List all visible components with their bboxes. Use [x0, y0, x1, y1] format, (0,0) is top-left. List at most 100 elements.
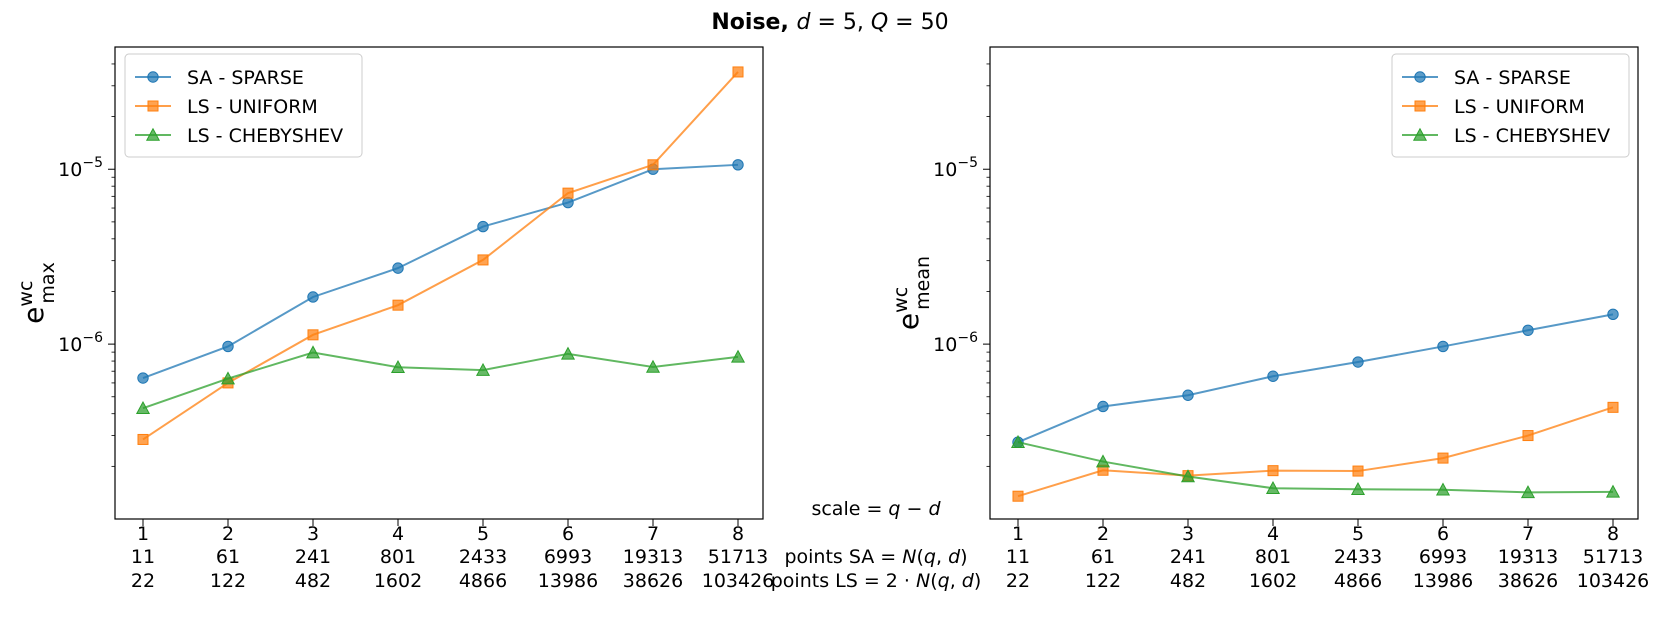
series-line — [142, 163, 739, 379]
data-point — [1010, 434, 1026, 448]
x-tick-label-points-sa: 801 — [380, 546, 416, 568]
series-sa-sparse — [137, 159, 744, 384]
data-point — [1437, 452, 1449, 464]
x-tick-label-points-ls: 4866 — [459, 570, 507, 592]
legend-box — [124, 53, 363, 158]
x-tick-label-scale: 3 — [1182, 523, 1194, 545]
x-tick-label-points-ls: 1602 — [374, 570, 422, 592]
data-point — [222, 340, 234, 353]
x-tick-label-points-sa: 61 — [1091, 546, 1115, 568]
x-tick-label-scale: 1 — [137, 523, 149, 545]
x-tick-label-points-ls: 22 — [131, 570, 155, 592]
x-tick-label-points-sa: 6993 — [544, 546, 592, 568]
data-point — [647, 159, 659, 171]
data-point — [392, 299, 404, 311]
series-line — [142, 351, 739, 410]
data-point — [1352, 356, 1364, 368]
x-tick-label-points-ls: 1602 — [1249, 570, 1297, 592]
x-tick-label-points-ls: 38626 — [1498, 570, 1558, 592]
x-tick-label-points-sa: 61 — [216, 546, 240, 568]
x-tick-label-points-ls: 482 — [1170, 570, 1206, 592]
subplot-1: 10−510−611122261122324148248011602524334… — [15, 46, 775, 592]
legend-marker — [1414, 100, 1426, 112]
data-point — [732, 66, 744, 78]
data-point — [305, 345, 321, 359]
x-tick-label-points-ls: 38626 — [623, 570, 683, 592]
legend-marker — [1412, 127, 1428, 141]
x-tick-label-points-sa: 11 — [1006, 546, 1030, 568]
axes-frame — [989, 46, 1639, 520]
data-point — [1265, 480, 1281, 494]
legend: SA - SPARSE LS - UNIFORM LS - CHEBYSHEV — [124, 53, 363, 158]
data-point — [477, 254, 489, 266]
legend-label: LS - UNIFORM — [187, 96, 318, 118]
data-point — [137, 372, 149, 384]
x-tick-label-points-ls: 122 — [1085, 570, 1121, 592]
data-point — [475, 362, 491, 376]
x-tick-label-points-ls: 122 — [210, 570, 246, 592]
x-tick-label-points-ls: 103426 — [702, 570, 775, 592]
data-point — [137, 433, 149, 445]
data-point — [562, 187, 574, 199]
data-point — [1012, 490, 1024, 502]
x-tick-label-points-sa: 241 — [1170, 546, 1206, 568]
data-point — [135, 400, 151, 414]
y-tick-label: 10−5 — [58, 155, 103, 181]
y-axis-label: ewcmean — [890, 256, 934, 330]
x-tick-label-points-sa: 6993 — [1419, 546, 1467, 568]
axes-frame — [114, 46, 764, 520]
x-tick-label-scale: 2 — [222, 523, 234, 545]
legend: SA - SPARSE LS - UNIFORM LS - CHEBYSHEV — [1391, 53, 1630, 158]
x-tick-label-points-sa: 241 — [295, 546, 331, 568]
x-tick-label-points-sa: 19313 — [1498, 546, 1558, 568]
x-tick-label-scale: 8 — [732, 523, 744, 545]
data-point — [562, 196, 574, 209]
legend-label: LS - UNIFORM — [1454, 96, 1585, 118]
x-tick-label-scale: 3 — [307, 523, 319, 545]
data-point — [1352, 465, 1364, 477]
x-axis-row-labels: scale = q − d points SA = N(q, d)points L… — [771, 498, 982, 592]
x-tick-label-points-sa: 801 — [1255, 546, 1291, 568]
data-point — [560, 346, 576, 360]
data-point — [1095, 454, 1111, 468]
data-point — [1437, 340, 1449, 353]
data-point — [1097, 400, 1109, 413]
x-tick-label-scale: 5 — [1352, 523, 1364, 545]
data-point — [730, 349, 746, 363]
data-point — [1267, 370, 1279, 382]
data-point — [307, 291, 319, 303]
x-tick-label-points-sa: 51713 — [708, 546, 768, 568]
legend-marker — [145, 127, 161, 141]
legend-marker — [1414, 71, 1426, 83]
title-d-var: d — [796, 10, 811, 35]
data-point — [477, 220, 489, 233]
data-point — [1522, 324, 1534, 336]
x-tick-label-scale: 6 — [562, 523, 574, 545]
data-point — [390, 359, 406, 373]
series-ls-chebyshev — [1010, 434, 1621, 499]
x-tick-label-points-ls: 103426 — [1577, 570, 1650, 592]
legend-marker — [147, 71, 159, 83]
x-tick-label-scale: 5 — [477, 523, 489, 545]
legend-box — [1391, 53, 1630, 158]
data-point — [732, 159, 744, 171]
y-axis-label: ewcmax — [15, 262, 59, 324]
legend-label: LS - CHEBYSHEV — [1454, 125, 1610, 147]
x-tick-label-points-sa: 2433 — [459, 546, 507, 568]
series-ls-uniform — [1012, 401, 1619, 502]
title-d-value: = 5, — [810, 10, 870, 35]
legend-label: SA - SPARSE — [1454, 67, 1571, 89]
legend-marker — [147, 100, 159, 112]
x-tick-label-points-ls: 4866 — [1334, 570, 1382, 592]
x-tick-label-points-ls: 482 — [295, 570, 331, 592]
x-tick-label-scale: 6 — [1437, 523, 1449, 545]
y-tick-label: 10−6 — [933, 330, 978, 356]
y-tick-label: 10−6 — [58, 330, 103, 356]
figure-title: Noise, d = 5, Q = 50 — [711, 10, 948, 35]
data-point — [1522, 430, 1534, 442]
data-point — [1180, 469, 1196, 483]
x-tick-label-scale: 8 — [1607, 523, 1619, 545]
series-line — [1017, 313, 1614, 444]
data-point — [1605, 484, 1621, 498]
